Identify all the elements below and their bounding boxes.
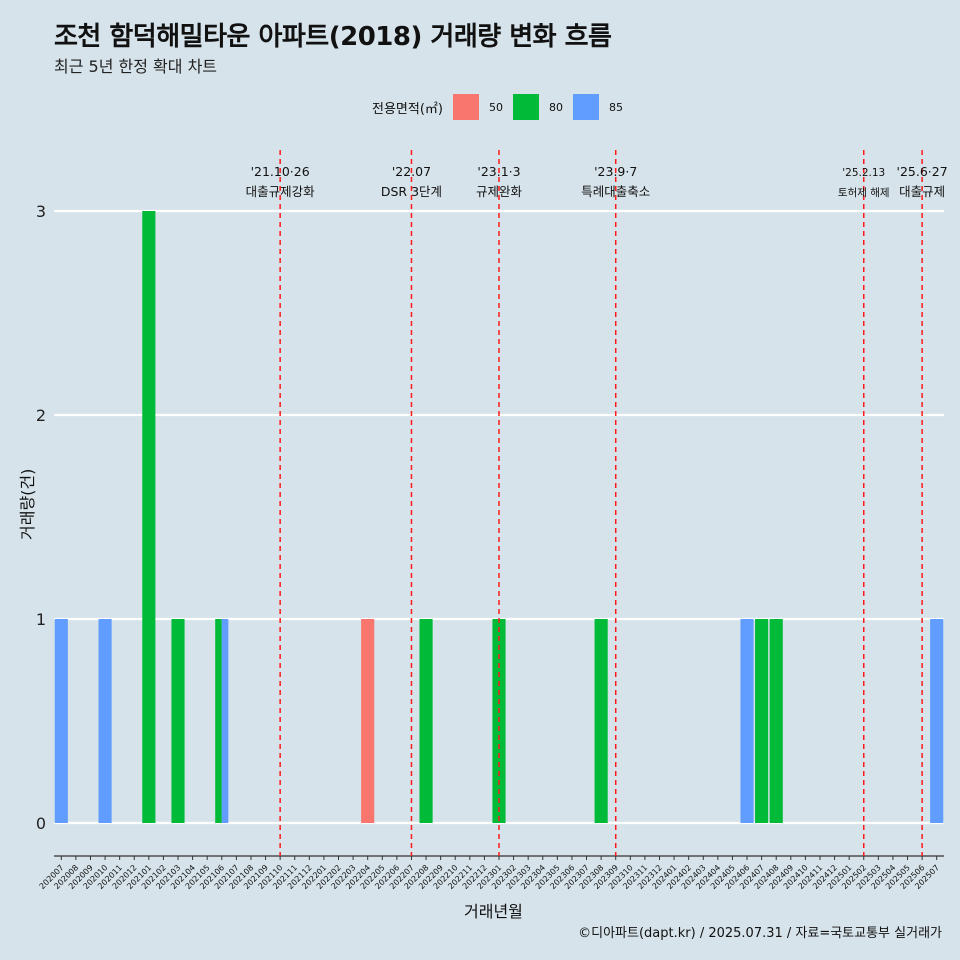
bar-202007-85 xyxy=(54,619,68,823)
policy-date-label: '23.9·7 xyxy=(594,164,637,179)
legend-label-50: 50 xyxy=(488,100,503,114)
bar-202101-80 xyxy=(142,211,156,823)
policy-event-label: 대출규제강화 xyxy=(246,184,316,199)
bar-202308-80 xyxy=(594,619,608,823)
bar-202106-85 xyxy=(221,619,229,823)
legend-title: 전용면적(㎡) xyxy=(372,101,443,117)
y-axis-label: 거래량(건) xyxy=(18,468,37,540)
legend-swatch-85 xyxy=(572,94,599,120)
policy-date-label: '25.6·27 xyxy=(897,164,948,179)
bar-202407-80 xyxy=(755,619,769,823)
policy-date-label: '25.2.13 xyxy=(842,167,885,179)
x-axis-label: 거래년월 xyxy=(464,902,523,921)
legend-item-50: 50 xyxy=(452,94,503,120)
legend-label-80: 80 xyxy=(548,100,563,114)
legend-swatch-50 xyxy=(452,94,479,120)
y-tick-label: 0 xyxy=(36,814,46,833)
bar-202010-85 xyxy=(98,619,112,823)
bar-202406-85 xyxy=(740,619,754,823)
chart-title: 조천 함덕해밀타운 아파트(2018) 거래량 변화 흐름 xyxy=(54,22,612,52)
bar-202408-80 xyxy=(769,619,783,823)
chart-subtitle: 최근 5년 한정 확대 차트 xyxy=(54,57,218,76)
y-tick-label: 2 xyxy=(36,406,46,425)
legend-swatch-80 xyxy=(512,94,539,120)
bar-202103-80 xyxy=(171,619,185,823)
bar-202208-80 xyxy=(419,619,433,823)
source-caption: ©디아파트(dapt.kr) / 2025.07.31 / 자료=국토교통부 실… xyxy=(578,926,942,941)
legend-item-85: 85 xyxy=(572,94,623,120)
legend-label-85: 85 xyxy=(608,100,623,114)
bar-202106-80 xyxy=(215,619,222,823)
bar-202507-85 xyxy=(930,619,944,823)
policy-event-label: 규제완화 xyxy=(476,184,523,199)
legend-item-80: 80 xyxy=(512,94,563,120)
policy-event-label: DSR 3단계 xyxy=(381,184,442,199)
y-tick-label: 3 xyxy=(36,202,46,221)
policy-date-label: '21.10·26 xyxy=(251,164,310,179)
policy-event-label: 특례대출축소 xyxy=(581,184,650,199)
bar-202204-50 xyxy=(361,619,375,823)
y-tick-label: 1 xyxy=(36,610,46,629)
policy-event-label: 대출규제 xyxy=(899,184,945,199)
policy-date-label: '23.1·3 xyxy=(477,164,520,179)
policy-event-label: 토허제 해제 xyxy=(838,186,890,199)
legend: 전용면적(㎡) 50 80 85 xyxy=(372,92,633,122)
policy-date-label: '22.07 xyxy=(392,164,431,179)
